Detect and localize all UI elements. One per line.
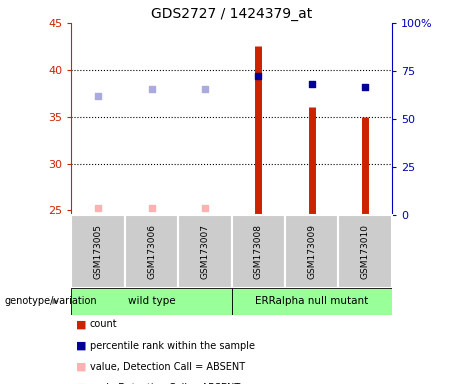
Text: ■: ■	[76, 319, 87, 329]
Text: ■: ■	[76, 383, 87, 384]
Bar	[338, 215, 392, 288]
Text: genotype/variation: genotype/variation	[5, 296, 97, 306]
Text: wild type: wild type	[128, 296, 175, 306]
Title: GDS2727 / 1424379_at: GDS2727 / 1424379_at	[151, 7, 312, 21]
Bar	[285, 215, 338, 288]
Text: count: count	[90, 319, 118, 329]
FancyArrowPatch shape	[53, 299, 58, 304]
Text: percentile rank within the sample: percentile rank within the sample	[90, 341, 255, 351]
Point	[201, 86, 209, 92]
Point	[95, 205, 102, 212]
Bar	[231, 288, 392, 315]
Bar	[71, 288, 231, 315]
Point	[201, 205, 209, 212]
Point	[148, 86, 155, 92]
Text: GSM173005: GSM173005	[94, 224, 103, 279]
Point	[254, 73, 262, 79]
Text: ■: ■	[76, 341, 87, 351]
Text: GSM173006: GSM173006	[147, 224, 156, 279]
Point	[361, 84, 369, 90]
Point	[308, 81, 315, 87]
Text: GSM173007: GSM173007	[201, 224, 209, 279]
Text: ■: ■	[76, 362, 87, 372]
Text: GSM173010: GSM173010	[361, 224, 370, 279]
Point	[148, 205, 155, 212]
Bar	[178, 215, 231, 288]
Text: ERRalpha null mutant: ERRalpha null mutant	[255, 296, 368, 306]
Text: GSM173008: GSM173008	[254, 224, 263, 279]
Bar	[71, 215, 125, 288]
Point	[95, 93, 102, 99]
Text: rank, Detection Call = ABSENT: rank, Detection Call = ABSENT	[90, 383, 240, 384]
Text: value, Detection Call = ABSENT: value, Detection Call = ABSENT	[90, 362, 245, 372]
Bar	[231, 215, 285, 288]
Text: GSM173009: GSM173009	[307, 224, 316, 279]
Bar	[125, 215, 178, 288]
